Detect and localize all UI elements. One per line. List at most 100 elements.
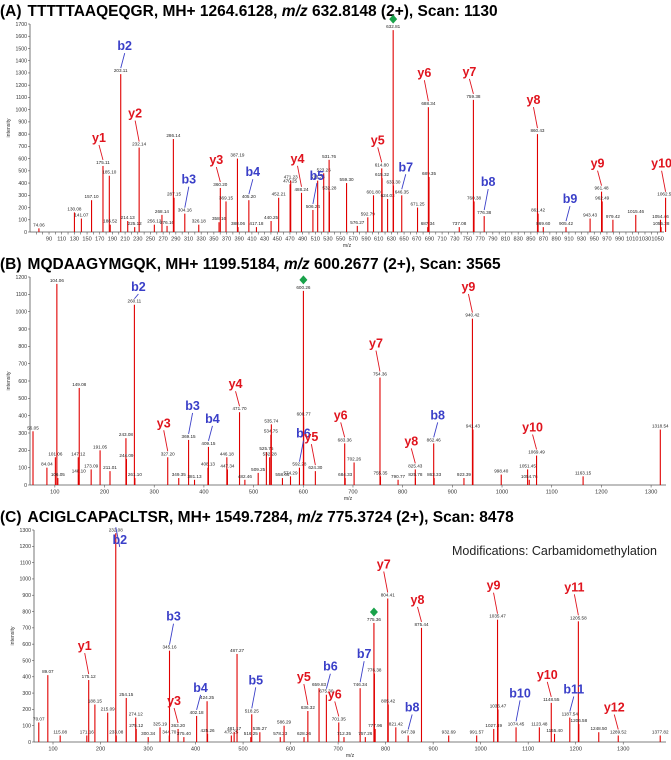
x-axis-title: m/z [346, 753, 355, 759]
peak-mz-label: 388.06 [231, 221, 245, 226]
peak-mz-label: 531.76 [322, 154, 336, 159]
peak-mz-label: 191.05 [93, 444, 107, 449]
peak-mz-label: 759.38 [466, 94, 480, 99]
y-tick-label: 300 [22, 691, 31, 697]
ion-leader-line [613, 714, 619, 730]
y-tick-label: 400 [22, 675, 31, 681]
b-ion-label: b8 [481, 175, 496, 189]
peak-mz-label: 525.75 [259, 446, 273, 451]
ion-leader-line [303, 683, 309, 706]
peak-mz-label: 417.18 [249, 221, 263, 226]
y-ion-label: y4 [229, 377, 243, 391]
precursor-mh: MH+ 1549.7284 [177, 509, 289, 526]
peak-mz-label: 861.42 [531, 208, 545, 213]
peak-mz-label: 175.12 [82, 674, 96, 679]
x-tick-label: 400 [199, 490, 208, 496]
peak-mz-label: 1205.58 [570, 615, 587, 620]
b-ion-label: b7 [398, 160, 413, 174]
panel-c: (C) ACIGLCAPACLTSR, MH+ 1549.7284, m/z 77… [0, 506, 671, 759]
peak-mz-label: 962.49 [595, 195, 609, 200]
b-ion-label: b4 [246, 165, 261, 179]
y-ion-label: y5 [297, 670, 311, 684]
peak-mz-label: 991.57 [470, 729, 484, 734]
y-ion-label: y10 [537, 668, 558, 682]
y-tick-label: 700 [18, 144, 27, 150]
y-tick-label: 500 [18, 169, 27, 175]
x-tick-label: 970 [602, 237, 611, 243]
peak-mz-label: 369.15 [219, 195, 233, 200]
peak-mz-label: 1055.38 [653, 221, 670, 226]
peak-mz-label: 559.30 [340, 177, 354, 182]
peak-mz-label: 256.12 [147, 219, 161, 224]
peak-mz-label: 860.43 [530, 128, 544, 133]
peak-mz-label: 790.77 [391, 474, 405, 479]
peak-mz-label: 601.80 [366, 189, 380, 194]
peak-mz-label: 633.30 [386, 180, 400, 185]
x-tick-label: 810 [501, 237, 510, 243]
peak-mz-label: 171.16 [80, 729, 94, 734]
peak-mz-label: 287.15 [167, 192, 181, 197]
y-ion-label: y11 [564, 580, 584, 594]
y-tick-label: 600 [22, 642, 31, 648]
b-ion-label: b2 [112, 533, 127, 547]
peak-mz-label: 440.25 [264, 215, 278, 220]
peak-mz-label: 1123.48 [531, 721, 548, 726]
ion-leader-line [299, 440, 304, 462]
peak-mz-label: 825.78 [408, 472, 422, 477]
peak-mz-label: 482.46 [238, 474, 252, 479]
x-tick-label: 430 [260, 237, 269, 243]
ion-leader-line [248, 179, 254, 195]
x-tick-label: 110 [57, 237, 66, 243]
peak-mz-label: 211.01 [103, 465, 117, 470]
peak-mz-label: 447.34 [220, 463, 234, 468]
peak-mz-label: 578.23 [273, 731, 287, 736]
peak-mz-label: 106.05 [51, 472, 65, 477]
y-ion-label: y7 [369, 337, 383, 351]
x-tick-label: 350 [209, 237, 218, 243]
y-tick-label: 700 [22, 626, 31, 632]
peak-mz-label: 737.08 [452, 221, 466, 226]
ion-leader-line [325, 673, 331, 689]
peak-mz-label: 961.48 [595, 186, 609, 191]
peak-mz-label: 446.18 [220, 451, 234, 456]
ion-leader-line [483, 189, 489, 211]
x-tick-label: 790 [488, 237, 497, 243]
peak-mz-label: 821.42 [389, 721, 403, 726]
y-tick-label: 1100 [16, 292, 27, 298]
peak-mz-label: 754.36 [373, 372, 387, 377]
peak-mz-label: 232.14 [132, 142, 146, 147]
x-tick-label: 600 [299, 490, 308, 496]
peak-mz-label: 203.11 [114, 68, 128, 73]
peak-mz-label: 755.35 [373, 470, 387, 475]
x-tick-label: 600 [286, 747, 295, 753]
b-ion-label: b4 [193, 681, 208, 695]
peak-mz-label: 558.06 [275, 472, 289, 477]
ion-leader-line [468, 78, 474, 94]
x-tick-label: 100 [50, 490, 59, 496]
y-ion-label: y8 [411, 593, 425, 607]
peak-mz-label: 268.14 [155, 209, 169, 214]
y-tick-label: 100 [18, 218, 27, 224]
peak-mz-label: 1069.49 [528, 450, 545, 455]
ion-leader-line [410, 448, 416, 464]
x-tick-label: 990 [615, 237, 624, 243]
b-ion-label: b6 [296, 427, 311, 441]
y-tick-label: 900 [22, 593, 31, 599]
y-tick-label: 700 [18, 361, 27, 367]
y-ion-label: y7 [377, 557, 391, 571]
x-tick-label: 390 [235, 237, 244, 243]
ion-leader-line [215, 166, 221, 183]
peak-mz-label: 1027.49 [485, 723, 502, 728]
peak-mz-label: 684.33 [338, 472, 352, 477]
peak-mz-label: 1187.54 [562, 712, 579, 717]
peak-mz-label: 304.16 [178, 208, 192, 213]
peak-mz-label: 776.38 [477, 210, 491, 215]
ion-leader-line [515, 700, 521, 722]
b-ion-label: b8 [405, 700, 420, 714]
precursor-mh: MH+ 1199.5184 [165, 256, 276, 273]
peak-mz-label: 325.19 [153, 721, 167, 726]
x-tick-label: 900 [448, 490, 457, 496]
x-tick-label: 130 [70, 237, 79, 243]
peak-mz-label: 600.77 [297, 411, 311, 416]
y-tick-label: 1100 [20, 560, 31, 566]
